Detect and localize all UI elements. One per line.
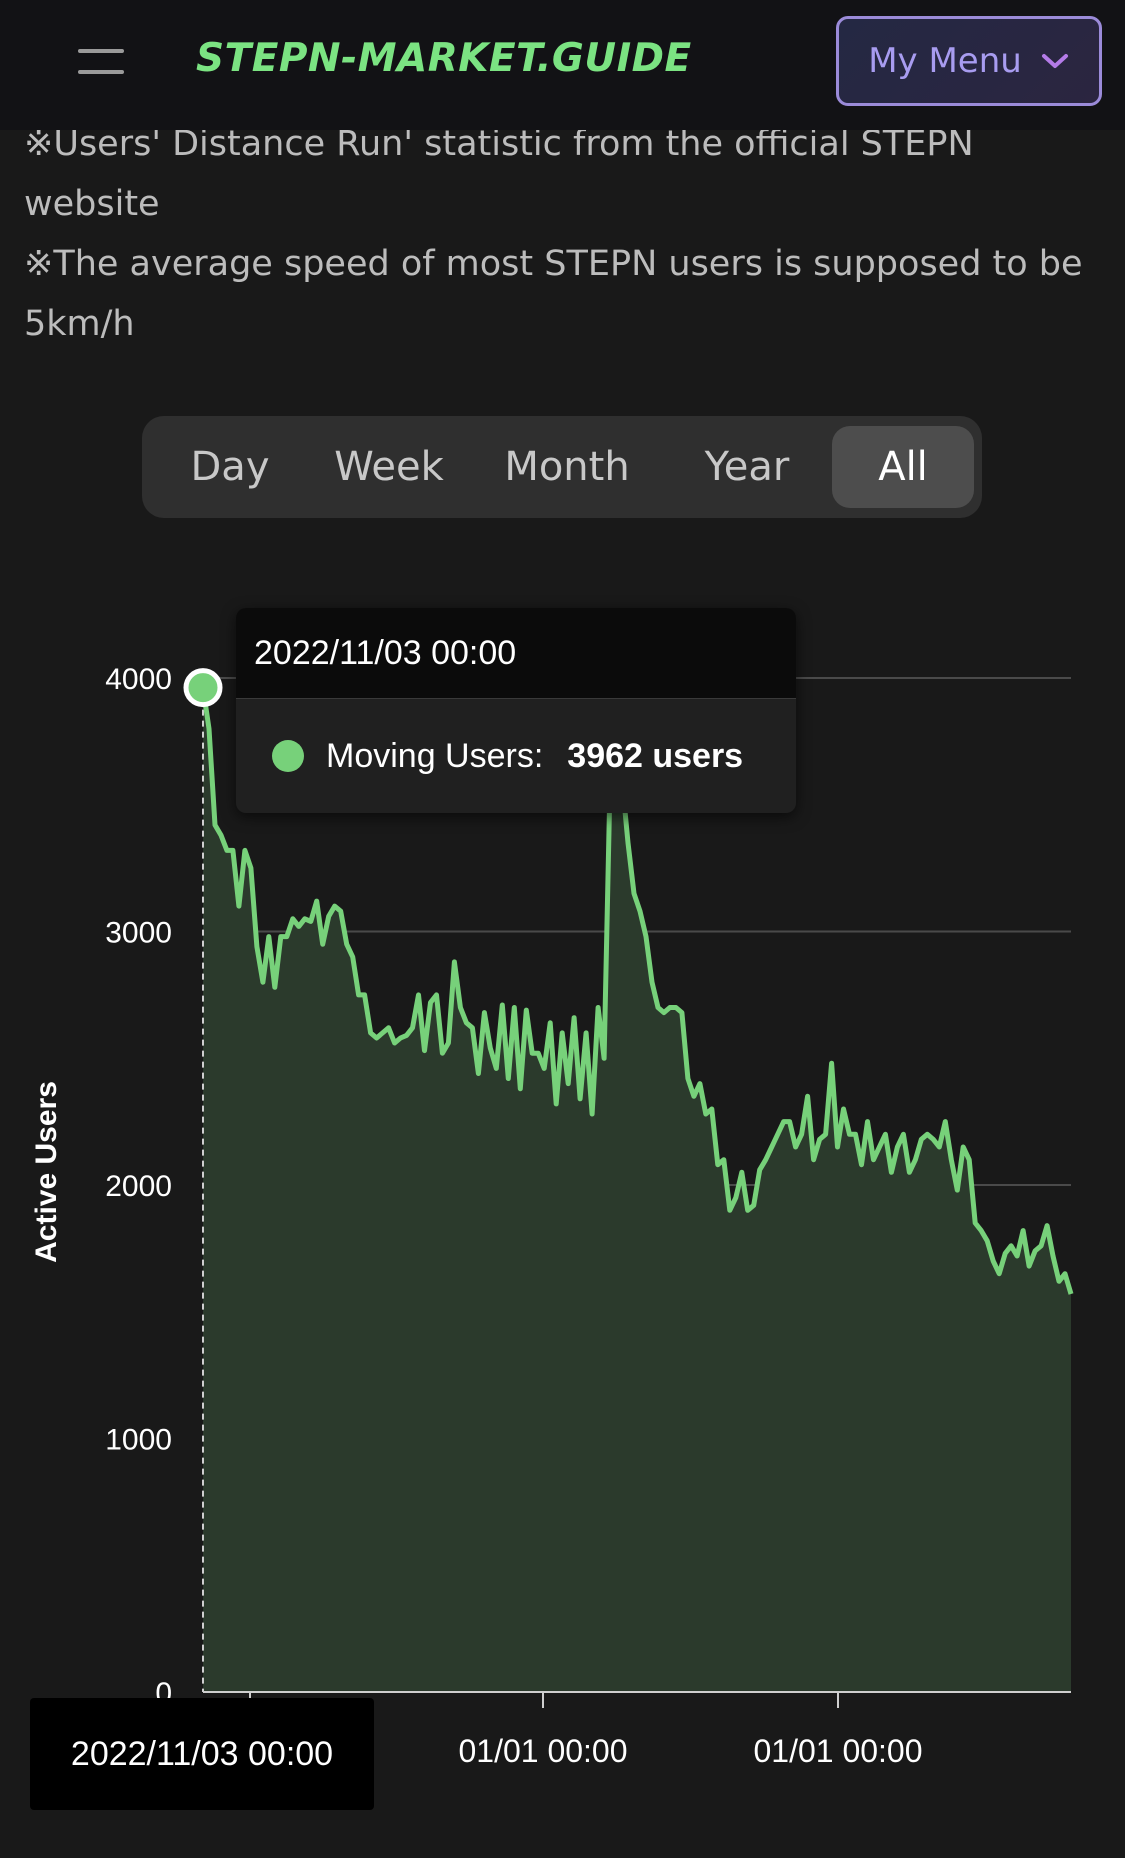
range-option-year[interactable]: Year: [704, 444, 790, 490]
tooltip-row: Moving Users: 3962 users: [236, 699, 796, 813]
tooltip-series-label: Moving Users:: [326, 736, 544, 775]
my-menu-button[interactable]: My Menu: [836, 16, 1102, 106]
chart-notes: ※Users' Distance Run' statistic from the…: [24, 114, 1114, 354]
my-menu-label: My Menu: [868, 41, 1022, 81]
series-line-moving-users: [200, 685, 1074, 1295]
series-color-dot: [272, 740, 304, 772]
chevron-down-icon: [1041, 54, 1068, 68]
series-area-moving-users: [203, 687, 1071, 1692]
x-tick-label: 01/01 00:00: [458, 1733, 627, 1769]
hamburger-menu-icon[interactable]: [72, 46, 132, 80]
y-axis-label: Active Users: [30, 1081, 63, 1263]
note-line-1: ※Users' Distance Run' statistic from the…: [24, 124, 974, 224]
y-tick-label: 3000: [105, 917, 172, 950]
crosshair-x-label: 2022/11/03 00:00: [30, 1698, 374, 1810]
tooltip-date: 2022/11/03 00:00: [236, 608, 796, 699]
x-tick-label: 01/01 00:00: [753, 1733, 922, 1769]
y-tick-label: 4000: [105, 663, 172, 696]
note-line-2: ※The average speed of most STEPN users i…: [24, 244, 1083, 344]
range-option-month[interactable]: Month: [504, 444, 630, 490]
range-option-week[interactable]: Week: [334, 444, 444, 490]
chart-tooltip: 2022/11/03 00:00 Moving Users: 3962 user…: [236, 608, 796, 813]
y-tick-label: 2000: [105, 1170, 172, 1203]
site-logo[interactable]: STEPN-MARKET.GUIDE: [196, 36, 692, 81]
top-navbar: STEPN-MARKET.GUIDE My Menu: [0, 0, 1125, 130]
y-tick-label: 1000: [105, 1424, 172, 1457]
tooltip-value: 3962 users: [567, 736, 744, 775]
range-selector: Day Week Month Year All: [142, 416, 982, 518]
range-option-all[interactable]: All: [832, 426, 974, 508]
range-option-day[interactable]: Day: [190, 444, 270, 490]
highlighted-point[interactable]: [183, 668, 223, 708]
